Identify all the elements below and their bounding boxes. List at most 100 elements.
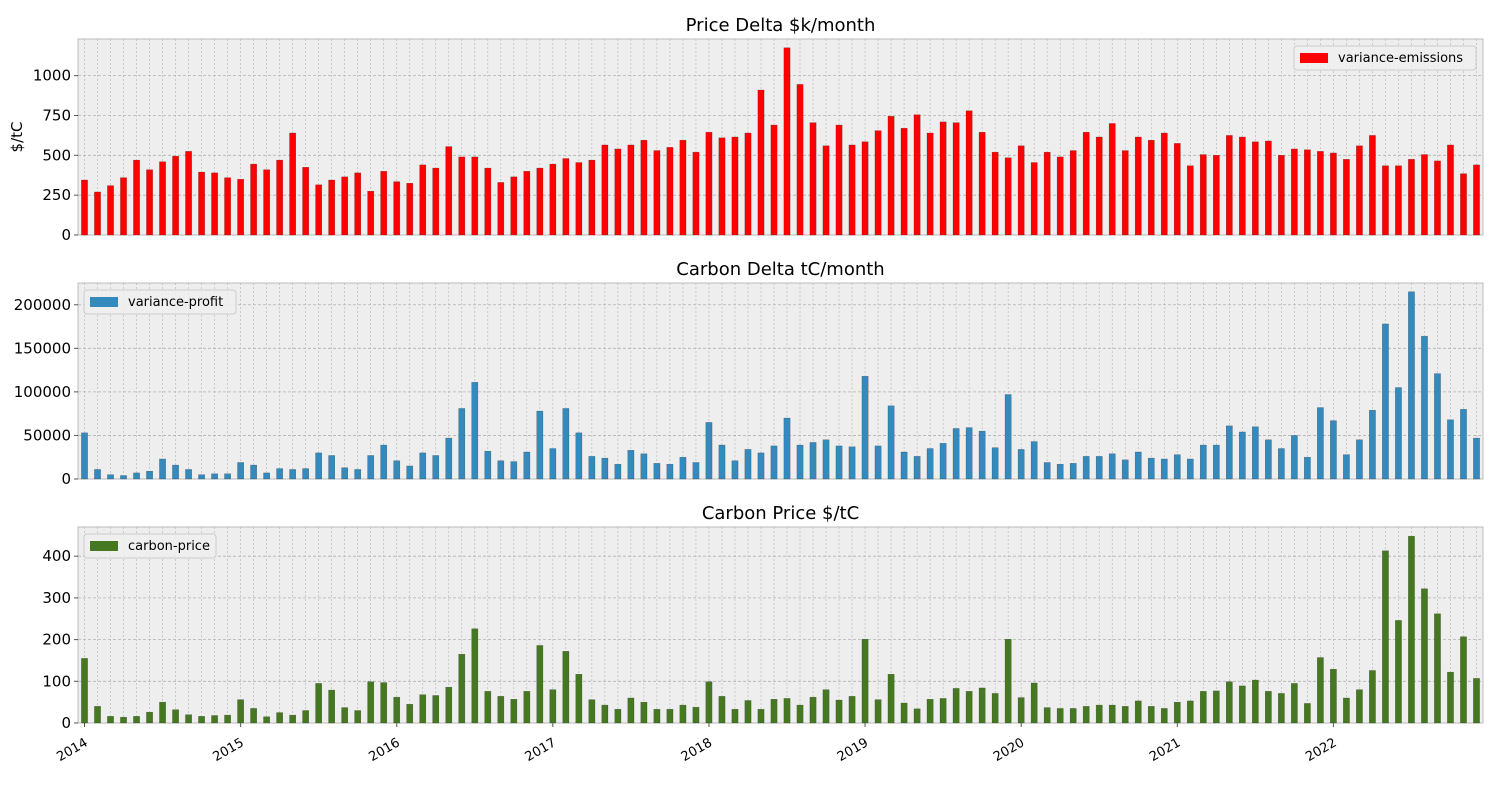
bar — [575, 162, 583, 236]
bar — [354, 710, 362, 724]
bar — [757, 89, 765, 236]
bar — [1291, 683, 1298, 724]
bar — [926, 448, 934, 480]
bar — [601, 144, 609, 236]
bar — [224, 714, 231, 724]
bar — [1356, 145, 1363, 236]
legend-swatch — [90, 541, 118, 551]
legend-label: variance-emissions — [1338, 51, 1463, 66]
bar — [913, 114, 921, 236]
bar — [679, 457, 687, 480]
bar — [848, 696, 856, 724]
bar — [1043, 151, 1051, 236]
bar — [393, 181, 401, 236]
bar — [1395, 387, 1402, 480]
bar — [731, 709, 739, 724]
bar — [692, 462, 700, 480]
bar — [1069, 708, 1077, 724]
bar — [1408, 535, 1415, 724]
bar — [757, 709, 765, 724]
bar — [1382, 165, 1389, 236]
bar — [1460, 173, 1467, 236]
x-axis: 2014 2015 2016 2017 2018 2019 2020 2021 2022 — [54, 723, 1339, 765]
bar — [900, 702, 908, 724]
bar — [367, 681, 375, 724]
bar — [1095, 136, 1103, 236]
bar-series-carbon-price — [81, 535, 1480, 724]
bar — [991, 447, 999, 480]
bar — [263, 169, 270, 236]
bar — [133, 159, 140, 236]
bar — [380, 444, 388, 480]
bar — [718, 444, 726, 480]
bar — [1278, 693, 1285, 724]
bar — [1434, 613, 1441, 724]
bar — [1082, 132, 1090, 236]
bar — [1212, 690, 1220, 724]
bar — [692, 151, 700, 236]
bar — [809, 696, 817, 724]
bar — [510, 699, 518, 724]
bar — [1082, 706, 1090, 724]
bar — [1186, 700, 1194, 724]
y-tick-label: 300 — [42, 589, 71, 607]
bar — [1369, 135, 1376, 236]
bar — [861, 141, 869, 236]
bar — [835, 445, 843, 480]
bar — [198, 716, 205, 724]
bar — [1343, 159, 1350, 236]
bar — [640, 453, 648, 480]
bar — [1121, 150, 1129, 236]
bar — [562, 651, 570, 724]
bar — [224, 177, 231, 236]
bar — [341, 176, 349, 236]
bar — [1108, 453, 1116, 480]
bar — [185, 714, 192, 724]
bar — [354, 469, 362, 480]
bar — [341, 707, 349, 724]
bar — [211, 715, 218, 724]
bar — [588, 699, 596, 724]
bar — [1147, 457, 1155, 480]
bar — [536, 167, 544, 236]
bar — [861, 376, 869, 480]
y-tick-label: 200000 — [14, 296, 71, 314]
bar — [1317, 151, 1324, 236]
bar — [848, 144, 856, 236]
bar — [367, 455, 375, 480]
bar — [1069, 463, 1077, 480]
bar — [211, 473, 218, 480]
y-tick-label: 250 — [42, 186, 71, 204]
bar — [276, 468, 283, 480]
y-tick-label: 400 — [42, 547, 71, 565]
bar — [1421, 335, 1428, 480]
x-tick-label: 2014 — [54, 735, 90, 765]
bar — [796, 704, 804, 724]
bar — [497, 696, 505, 724]
bar — [432, 455, 440, 480]
bar — [94, 469, 101, 480]
bar — [211, 172, 218, 236]
bar — [614, 709, 622, 724]
bar — [1330, 669, 1337, 724]
bar — [601, 457, 609, 480]
bar — [809, 122, 817, 236]
bar — [549, 163, 557, 236]
bar — [1121, 459, 1129, 480]
bar — [913, 456, 921, 480]
bar — [107, 474, 114, 480]
bar — [1212, 155, 1220, 236]
bar — [575, 432, 583, 480]
bar — [237, 462, 244, 480]
bar — [1447, 419, 1454, 480]
bar — [1056, 156, 1064, 236]
bar — [250, 464, 257, 480]
bar — [1395, 620, 1402, 724]
bar — [1030, 682, 1038, 724]
bar — [783, 47, 791, 236]
bar — [393, 696, 401, 724]
x-tick-label: 2021 — [1147, 735, 1183, 765]
bar — [653, 463, 661, 480]
bar — [484, 691, 492, 724]
bar — [1043, 707, 1051, 724]
